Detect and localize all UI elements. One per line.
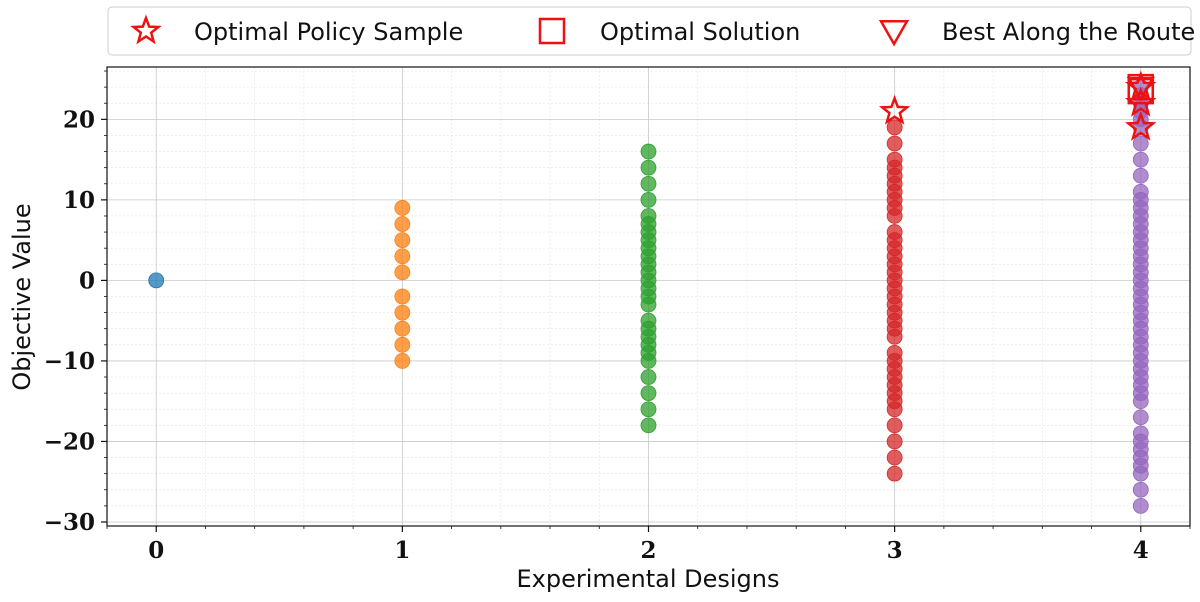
data-point xyxy=(148,272,165,289)
x-tick-label: 3 xyxy=(887,537,903,564)
data-point xyxy=(1132,135,1149,152)
legend-star-icon xyxy=(130,14,162,45)
data-point xyxy=(640,143,657,160)
data-point xyxy=(640,296,657,313)
data-point xyxy=(640,353,657,369)
data-point xyxy=(394,304,411,321)
y-axis-label: Objective Value xyxy=(8,203,36,390)
legend-label: Best Along the Route xyxy=(942,18,1195,46)
legend-square-icon xyxy=(538,17,566,45)
data-point xyxy=(394,336,411,353)
data-point xyxy=(886,449,903,466)
data-point xyxy=(640,369,657,385)
data-point xyxy=(640,159,657,176)
data-point xyxy=(886,417,903,434)
data-point xyxy=(886,119,903,136)
x-tick-label: 4 xyxy=(1133,537,1149,564)
data-point xyxy=(886,433,903,450)
data-point xyxy=(640,385,657,402)
optimal-policy-sample-marker xyxy=(1124,110,1157,141)
x-tick-label: 0 xyxy=(148,537,164,564)
data-point xyxy=(1132,465,1149,482)
data-point xyxy=(886,328,903,345)
data-point xyxy=(1132,497,1149,514)
x-axis-label: Experimental Designs xyxy=(516,565,779,593)
data-point xyxy=(1132,167,1149,184)
legend-label: Optimal Policy Sample xyxy=(194,18,463,46)
data-point xyxy=(394,232,411,249)
y-tick-label: 0 xyxy=(79,267,95,294)
data-point xyxy=(394,264,411,281)
legend-frame xyxy=(107,6,1192,56)
x-tick-label: 1 xyxy=(394,537,410,564)
data-point xyxy=(1132,409,1149,426)
data-point xyxy=(1132,481,1149,498)
y-tick-label: −30 xyxy=(44,509,95,536)
data-point xyxy=(886,208,903,224)
data-point xyxy=(394,248,411,265)
y-tick-label: 20 xyxy=(63,106,95,133)
x-tick-label: 2 xyxy=(640,537,656,564)
data-point xyxy=(394,353,411,369)
legend-label: Optimal Solution xyxy=(600,18,800,46)
data-point xyxy=(1132,393,1149,410)
optimal-policy-sample-marker xyxy=(878,94,911,125)
data-point xyxy=(394,288,411,305)
data-point xyxy=(640,401,657,418)
y-tick-label: −10 xyxy=(44,348,95,375)
data-point xyxy=(394,216,411,232)
data-point xyxy=(394,320,411,337)
data-point xyxy=(640,175,657,192)
data-point xyxy=(640,191,657,208)
y-tick-label: −20 xyxy=(44,428,95,455)
best-along-route-marker xyxy=(1126,76,1155,102)
data-point xyxy=(886,135,903,152)
data-point xyxy=(1132,151,1149,168)
data-point xyxy=(886,401,903,418)
data-point xyxy=(394,200,411,216)
y-tick-label: 10 xyxy=(63,187,95,214)
legend: Optimal Policy Sample Optimal Solution Bes… xyxy=(107,6,1195,56)
data-point xyxy=(640,417,657,434)
data-point xyxy=(886,465,903,482)
legend-triangle-down-icon xyxy=(878,20,910,47)
